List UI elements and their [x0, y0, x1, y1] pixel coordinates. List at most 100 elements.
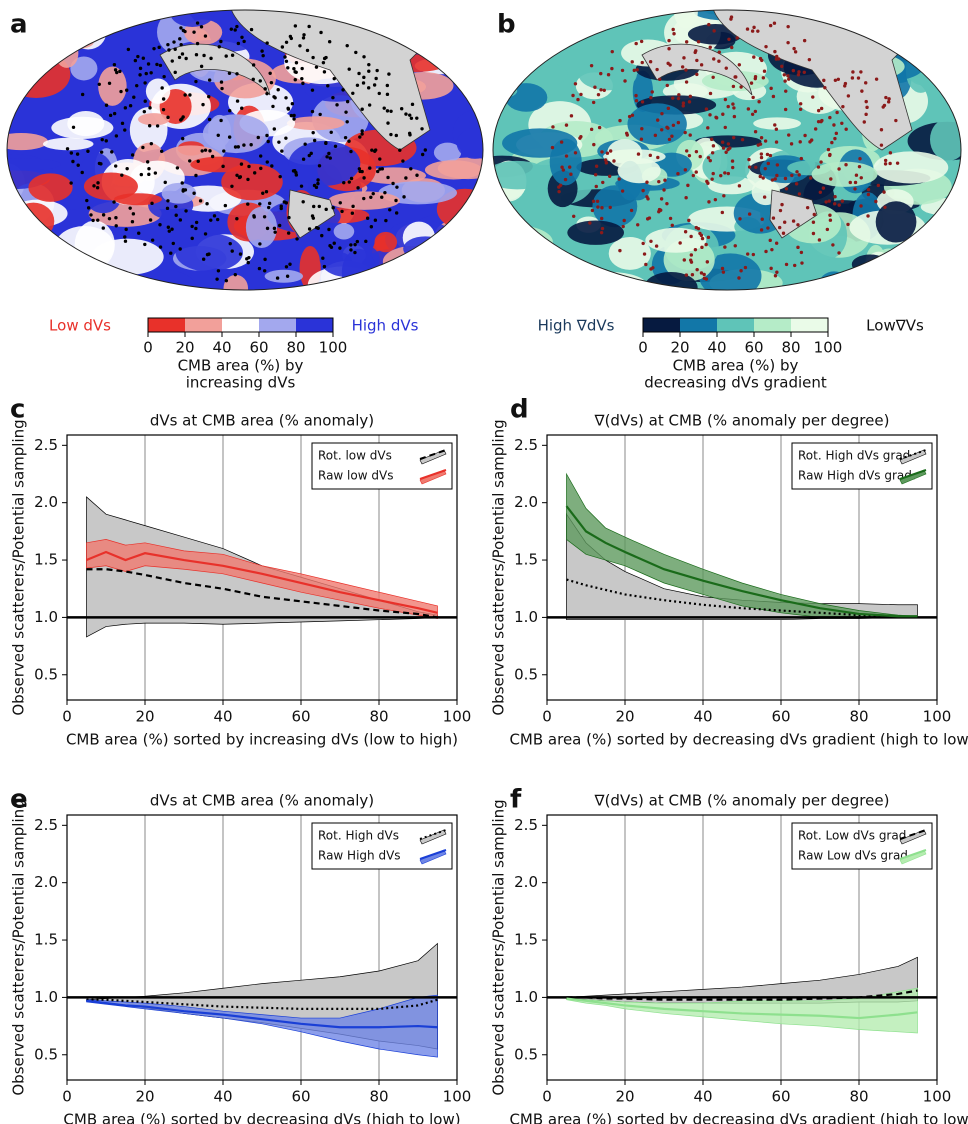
- scatterer-dot: [683, 168, 688, 172]
- scatterer-dot: [818, 190, 823, 194]
- scatterer-dot: [848, 180, 852, 185]
- legend-label: Raw High dVs grad.: [798, 469, 916, 483]
- scatterer-dot: [367, 62, 371, 67]
- scatterer-dot: [653, 133, 658, 138]
- scatterer-dot: [114, 216, 118, 220]
- colorbar-tick-label: 0: [638, 339, 648, 357]
- scatterer-dot: [181, 115, 185, 119]
- scatterer-dot: [144, 71, 148, 76]
- scatterer-dot: [773, 177, 777, 181]
- scatterer-dot: [386, 121, 390, 125]
- scatterer-dot: [130, 220, 135, 224]
- y-tick-label: 2.0: [34, 493, 58, 511]
- scatterer-dot: [184, 209, 188, 213]
- scatterer-dot: [207, 252, 211, 256]
- scatterer-dot: [108, 113, 113, 118]
- scatterer-dot: [384, 218, 388, 223]
- scatterer-dot: [358, 169, 362, 174]
- scatterer-dot: [832, 202, 837, 206]
- scatterer-dot: [634, 93, 638, 98]
- scatterer-dot: [138, 66, 143, 71]
- scatterer-dot: [797, 192, 802, 196]
- scatterer-dot: [86, 149, 90, 153]
- x-axis-label: CMB area (%) sorted by decreasing dVs gr…: [509, 731, 968, 749]
- scatterer-dot: [753, 109, 758, 114]
- scatterer-dot: [726, 171, 731, 176]
- scatterer-dot: [322, 70, 327, 74]
- scatterer-dot: [242, 39, 246, 44]
- scatterer-dot: [666, 106, 671, 111]
- colorbar-tick-label: 40: [212, 339, 231, 357]
- scatterer-dot: [756, 143, 760, 147]
- scatterer-dot: [194, 220, 199, 225]
- scatterer-dot: [143, 99, 147, 103]
- scatterer-dot: [825, 227, 830, 232]
- scatterer-dot: [859, 70, 863, 74]
- scatterer-dot: [745, 27, 750, 31]
- scatterer-dot: [162, 74, 166, 79]
- scatterer-dot: [205, 202, 209, 206]
- scatterer-dot: [141, 145, 145, 150]
- scatterer-dot: [318, 112, 322, 117]
- scatterer-dot: [726, 142, 731, 146]
- scatterer-dot: [347, 180, 351, 184]
- scatterer-dot: [787, 133, 791, 137]
- scatterer-dot: [707, 200, 711, 204]
- scatterer-dot: [107, 81, 112, 86]
- scatterer-dot: [564, 123, 569, 127]
- scatterer-dot: [128, 104, 133, 108]
- scatterer-dot: [769, 266, 773, 271]
- colorbar-caption: increasing dVs: [186, 374, 296, 392]
- scatterer-dot: [819, 160, 823, 164]
- scatterer-dot: [704, 107, 709, 111]
- scatterer-dot: [706, 126, 710, 130]
- scatterer-dot: [708, 113, 712, 117]
- scatterer-dot: [612, 159, 616, 163]
- scatterer-dot: [640, 127, 644, 131]
- scatterer-dot: [190, 236, 194, 241]
- scatterer-dot: [559, 140, 564, 144]
- scatterer-dot: [773, 274, 778, 278]
- scatterer-dot: [671, 27, 675, 32]
- scatterer-dot: [286, 66, 290, 70]
- map-blob: [892, 258, 938, 290]
- scatterer-dot: [153, 171, 158, 175]
- scatterer-dot: [240, 35, 244, 39]
- scatterer-dot: [809, 138, 814, 142]
- scatterer-dot: [667, 38, 671, 43]
- scatterer-dot: [681, 104, 685, 108]
- scatterer-dot: [288, 262, 292, 266]
- scatterer-dot: [347, 139, 351, 143]
- map-blob: [43, 137, 94, 151]
- scatterer-dot: [732, 106, 736, 110]
- scatterer-dot: [822, 78, 826, 83]
- scatterer-dot: [756, 29, 760, 33]
- scatterer-dot: [593, 173, 598, 177]
- scatterer-dot: [312, 204, 316, 209]
- scatterer-dot: [763, 166, 767, 171]
- scatterer-dot: [588, 221, 592, 225]
- scatterer-dot: [317, 164, 322, 168]
- scatterer-dot: [203, 148, 208, 152]
- x-tick-label: 100: [923, 708, 952, 726]
- scatterer-dot: [228, 108, 232, 113]
- scatterer-dot: [257, 266, 262, 271]
- scatterer-dot: [215, 217, 220, 222]
- scatterer-dot: [299, 184, 304, 188]
- scatterer-dot: [754, 165, 758, 169]
- scatterer-dot: [351, 91, 355, 95]
- scatterer-dot: [137, 231, 141, 235]
- scatterer-dot: [560, 165, 564, 169]
- map-blob: [866, 256, 944, 280]
- scatterer-dot: [792, 46, 796, 51]
- scatterer-dot: [695, 267, 699, 272]
- scatterer-dot: [322, 264, 327, 269]
- scatterer-dot: [350, 211, 355, 215]
- scatterer-dot: [782, 220, 787, 224]
- scatterer-dot: [816, 119, 821, 124]
- scatterer-dot: [152, 46, 156, 51]
- scatterer-dot: [784, 187, 789, 191]
- scatterer-dot: [256, 135, 260, 140]
- map-blob: [525, 63, 568, 87]
- scatterer-dot: [252, 214, 256, 218]
